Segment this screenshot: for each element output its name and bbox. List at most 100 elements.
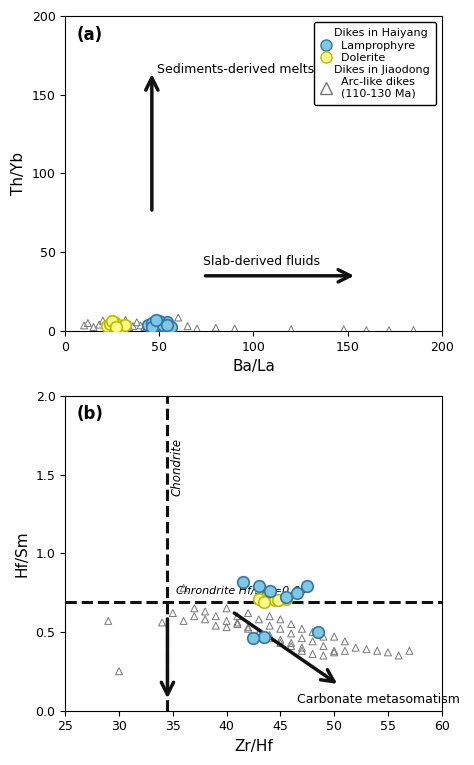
- Point: [223, 602, 230, 614]
- Point: [118, 321, 126, 333]
- Text: Carbonate metasomatism: Carbonate metasomatism: [297, 693, 459, 706]
- Point: [255, 614, 263, 626]
- Point: [169, 607, 177, 619]
- Point: [352, 642, 359, 654]
- Point: [314, 626, 322, 638]
- Point: [155, 315, 163, 327]
- Point: [298, 642, 306, 654]
- Point: [110, 317, 118, 329]
- Point: [277, 636, 284, 649]
- Point: [99, 314, 107, 327]
- Point: [293, 587, 301, 599]
- Point: [140, 321, 148, 333]
- Legend: Dikes in Haiyang,   Lamprophyre,   Dolerite, Dikes in Jiaodong,   Arc-like dikes: Dikes in Haiyang, Lamprophyre, Dolerite,…: [314, 21, 436, 106]
- Point: [363, 324, 370, 337]
- X-axis label: Ba/La: Ba/La: [232, 359, 275, 374]
- Point: [303, 580, 311, 592]
- Point: [298, 645, 306, 657]
- Point: [255, 580, 263, 592]
- Point: [155, 321, 163, 334]
- Point: [319, 630, 327, 643]
- Text: Sediments-derived melts: Sediments-derived melts: [157, 63, 315, 76]
- Point: [122, 314, 129, 326]
- Point: [309, 635, 317, 647]
- Point: [163, 322, 171, 334]
- Point: [184, 320, 191, 332]
- Point: [223, 621, 230, 633]
- Text: Chondrite: Chondrite: [171, 438, 183, 496]
- Point: [266, 620, 273, 632]
- Point: [167, 321, 174, 333]
- Point: [126, 321, 133, 333]
- Point: [341, 635, 349, 647]
- Point: [231, 322, 238, 334]
- Point: [319, 640, 327, 653]
- Point: [115, 665, 123, 677]
- Point: [180, 581, 187, 594]
- Text: Chrondrite Hf/Sm=0.69: Chrondrite Hf/Sm=0.69: [176, 586, 307, 596]
- Point: [239, 575, 246, 588]
- Point: [374, 645, 381, 657]
- Point: [234, 617, 241, 629]
- Point: [255, 626, 263, 638]
- Point: [298, 632, 306, 644]
- Point: [148, 317, 155, 329]
- Point: [107, 317, 114, 330]
- Point: [309, 626, 317, 638]
- X-axis label: Zr/Hf: Zr/Hf: [234, 739, 273, 754]
- Point: [114, 318, 122, 330]
- Point: [114, 319, 122, 331]
- Point: [330, 630, 338, 643]
- Point: [287, 640, 295, 653]
- Point: [395, 649, 402, 662]
- Point: [298, 623, 306, 635]
- Point: [266, 632, 273, 644]
- Point: [277, 633, 284, 646]
- Point: [144, 318, 152, 330]
- Point: [255, 593, 263, 605]
- Point: [223, 615, 230, 627]
- Point: [159, 319, 167, 331]
- Point: [212, 610, 219, 622]
- Point: [282, 593, 290, 605]
- Y-axis label: Hf/Sm: Hf/Sm: [15, 530, 30, 577]
- Point: [287, 627, 295, 640]
- Point: [330, 645, 338, 657]
- Point: [191, 602, 198, 614]
- Point: [109, 315, 116, 327]
- Point: [201, 614, 209, 626]
- Point: [234, 610, 241, 622]
- Point: [266, 590, 273, 602]
- Point: [384, 646, 392, 659]
- Point: [250, 632, 257, 644]
- Point: [201, 605, 209, 617]
- Text: (b): (b): [77, 405, 103, 423]
- Point: [287, 618, 295, 630]
- Point: [260, 630, 268, 643]
- Point: [80, 319, 88, 331]
- Point: [212, 321, 219, 334]
- Point: [84, 317, 91, 329]
- Point: [385, 324, 393, 337]
- Point: [287, 636, 295, 649]
- Point: [129, 320, 137, 332]
- Point: [277, 614, 284, 626]
- Point: [107, 321, 114, 333]
- Point: [319, 649, 327, 662]
- Point: [133, 316, 141, 328]
- Point: [406, 645, 413, 657]
- Point: [191, 610, 198, 622]
- Point: [95, 318, 103, 330]
- Point: [159, 320, 167, 332]
- Point: [193, 322, 201, 334]
- Y-axis label: Th/Yb: Th/Yb: [11, 152, 26, 195]
- Point: [244, 623, 252, 635]
- Point: [255, 627, 263, 640]
- Point: [112, 321, 120, 333]
- Point: [155, 317, 163, 330]
- Point: [103, 320, 110, 332]
- Point: [266, 610, 273, 622]
- Point: [274, 594, 282, 607]
- Point: [271, 594, 279, 607]
- Point: [118, 320, 126, 332]
